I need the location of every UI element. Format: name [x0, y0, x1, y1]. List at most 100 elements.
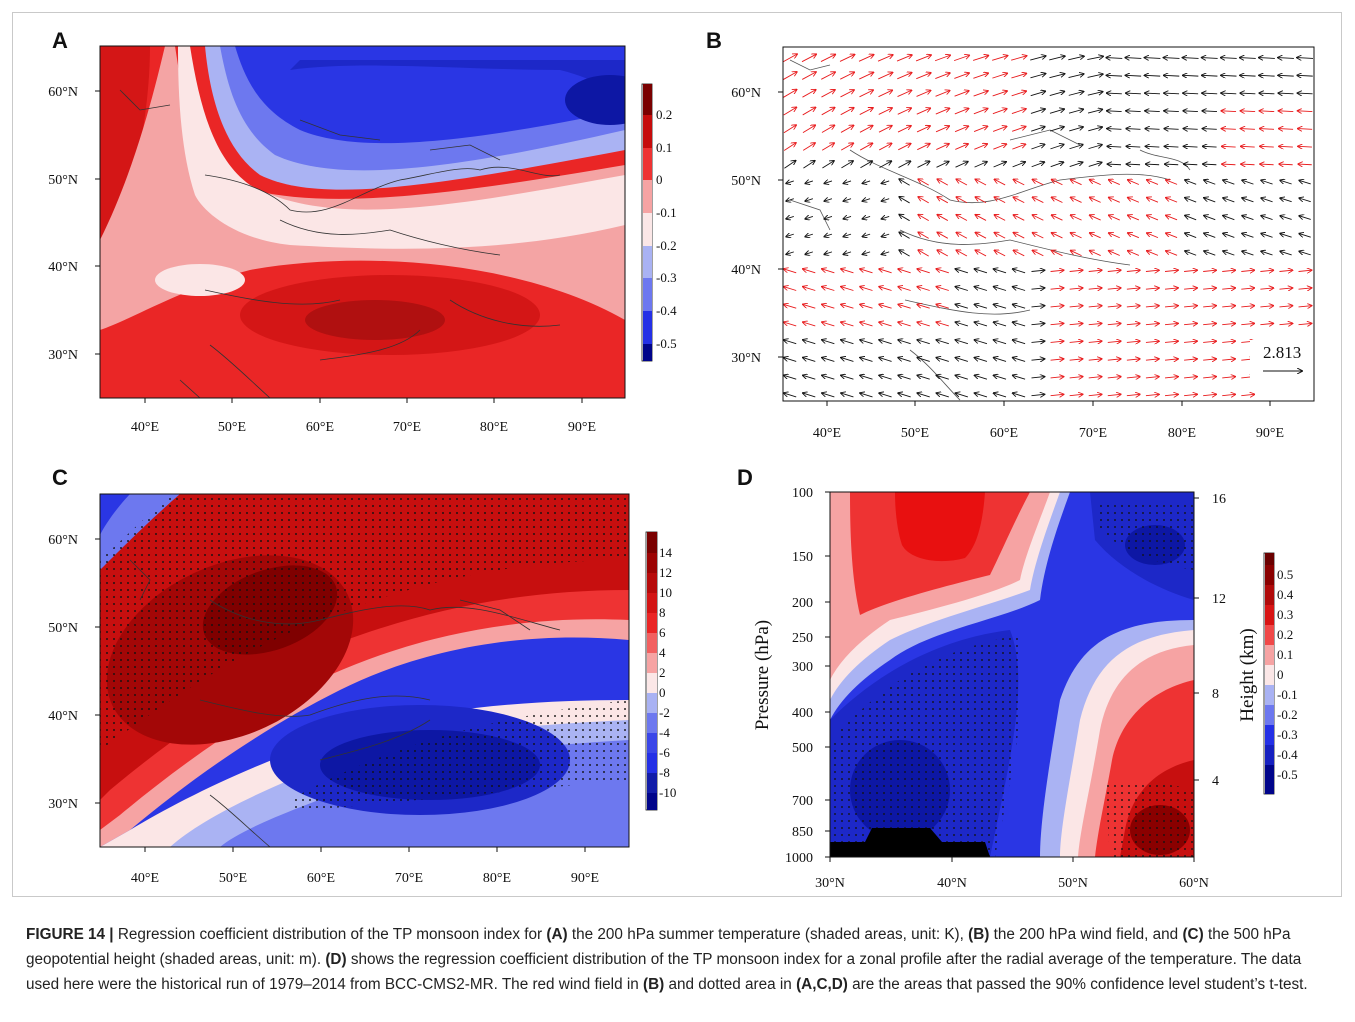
wind-vector: [1202, 93, 1218, 94]
panel-c-y-tick-label: 60°N: [48, 533, 78, 548]
panel-c-colorbar-label: 8: [659, 605, 666, 620]
wind-vector: [1050, 306, 1064, 307]
wind-vector: [1240, 58, 1256, 59]
wind-vector: [1013, 340, 1026, 345]
wind-vector: [937, 179, 949, 186]
wind-vector: [1069, 341, 1083, 342]
panel-a-coastlines: [119, 89, 561, 398]
wind-vector: [992, 91, 1007, 97]
wind-vector: [1183, 58, 1199, 59]
wind-vector: [1050, 377, 1064, 378]
panel-d-frame: [829, 491, 1195, 858]
wind-vector: [1241, 164, 1255, 165]
wind-vector: [972, 56, 988, 61]
wind-vector: [839, 55, 854, 62]
wind-vector: [1184, 288, 1197, 289]
wind-vector: [935, 126, 949, 133]
wind-vector: [1202, 111, 1218, 112]
wind-vector: [955, 269, 969, 274]
wind-vector: [822, 287, 835, 291]
panel-a-core-blue: [565, 75, 625, 125]
wind-vector: [820, 54, 835, 62]
panel-d-red-core: [895, 492, 985, 562]
wind-vector: [956, 179, 968, 186]
panel-label-d: D: [737, 465, 753, 490]
wind-vector: [1030, 91, 1046, 97]
wind-vector: [1241, 129, 1255, 130]
wind-vector: [821, 72, 835, 80]
wind-vector: [1222, 359, 1235, 360]
wind-vector: [975, 287, 988, 291]
wind-vector: [1107, 146, 1122, 147]
wind-vector: [786, 216, 794, 218]
wind-vector: [917, 322, 930, 327]
panel-b-x-tick-label: 70°E: [1079, 426, 1107, 441]
wind-vector: [841, 358, 854, 362]
wind-vector: [860, 393, 873, 398]
wind-vector: [955, 162, 968, 168]
wind-vector: [917, 269, 930, 274]
wind-vector: [1279, 323, 1292, 324]
wind-vector: [955, 393, 969, 398]
wind-vector: [1279, 270, 1292, 271]
panel-d-y2-tick-label: 4: [1212, 774, 1219, 789]
wind-vector: [1299, 180, 1311, 185]
wind-vector: [975, 233, 987, 239]
panel-a-x-tick-label: 70°E: [393, 420, 421, 435]
panel-a-colorbar-label: 0: [656, 172, 663, 187]
wind-vector: [803, 375, 816, 380]
wind-vector: [784, 340, 797, 345]
wind-vector: [841, 340, 854, 345]
wind-vector: [1260, 146, 1274, 147]
wind-vector: [821, 90, 834, 98]
wind-vector: [859, 90, 873, 98]
wind-vector: [821, 108, 835, 116]
wind-vector: [937, 232, 949, 239]
wind-vector: [1013, 269, 1026, 274]
wind-vector: [1052, 197, 1063, 203]
panel-d-y2-tick-label: 12: [1212, 592, 1226, 607]
wind-vector: [1260, 306, 1273, 307]
panel-c-nw-blue: [100, 494, 180, 570]
wind-vector: [1164, 129, 1179, 130]
wind-vector: [1223, 180, 1235, 185]
wind-vector: [1145, 270, 1159, 271]
wind-vector: [1050, 145, 1063, 150]
wind-vector: [954, 73, 969, 79]
wind-vector: [1164, 323, 1178, 324]
wind-vector: [802, 143, 815, 151]
panel-c-colorbar-label: 2: [659, 665, 666, 680]
wind-vector: [882, 216, 890, 218]
wind-vector: [1241, 146, 1255, 147]
panel-b-x-ticks: 40°E 50°E 60°E 70°E 80°E 90°E: [813, 401, 1284, 441]
wind-vector: [1126, 359, 1140, 360]
wind-vector: [936, 375, 949, 380]
wind-vector: [1128, 251, 1140, 256]
wind-vector: [1146, 164, 1160, 165]
wind-vector: [784, 375, 797, 380]
panel-a-x-tick-label: 90°E: [568, 420, 596, 435]
wind-vector: [1071, 197, 1082, 203]
wind-vector: [841, 393, 854, 398]
wind-vector: [1030, 56, 1045, 61]
wind-vector: [860, 161, 872, 169]
panel-d-colorbar-label: -0.3: [1277, 727, 1298, 742]
wind-vector: [1147, 198, 1159, 203]
wind-vector: [1050, 288, 1064, 289]
wind-vector: [953, 55, 969, 62]
caption-text-1: Regression coefficient distribution of t…: [113, 926, 547, 943]
panel-a-colorbar-label: -0.5: [656, 336, 677, 351]
wind-vector: [803, 161, 814, 169]
wind-vector: [824, 216, 833, 218]
panel-a-y-tick-label: 60°N: [48, 85, 78, 100]
wind-vector: [803, 358, 816, 362]
wind-vector: [1298, 323, 1312, 324]
wind-vector: [859, 126, 873, 133]
wind-vector: [860, 322, 873, 327]
wind-vector: [1088, 341, 1102, 342]
wind-vector: [879, 269, 892, 274]
panel-d-colorbar: [1263, 552, 1275, 795]
wind-vector: [973, 73, 988, 79]
wind-vector: [784, 358, 797, 362]
wind-vector: [879, 322, 892, 327]
